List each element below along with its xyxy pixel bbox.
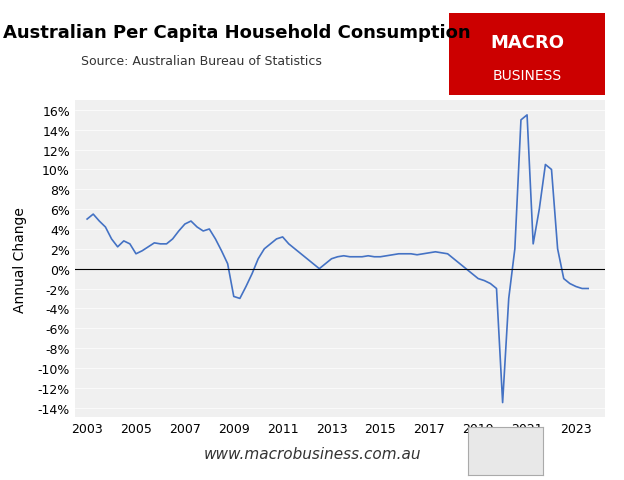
Text: MACRO: MACRO	[490, 34, 564, 52]
Y-axis label: Annual Change: Annual Change	[13, 206, 27, 312]
Text: BUSINESS: BUSINESS	[493, 69, 562, 83]
Text: Australian Per Capita Household Consumption: Australian Per Capita Household Consumpt…	[3, 24, 471, 42]
Text: Source: Australian Bureau of Statistics: Source: Australian Bureau of Statistics	[81, 55, 322, 68]
Text: www.macrobusiness.com.au: www.macrobusiness.com.au	[203, 446, 421, 461]
